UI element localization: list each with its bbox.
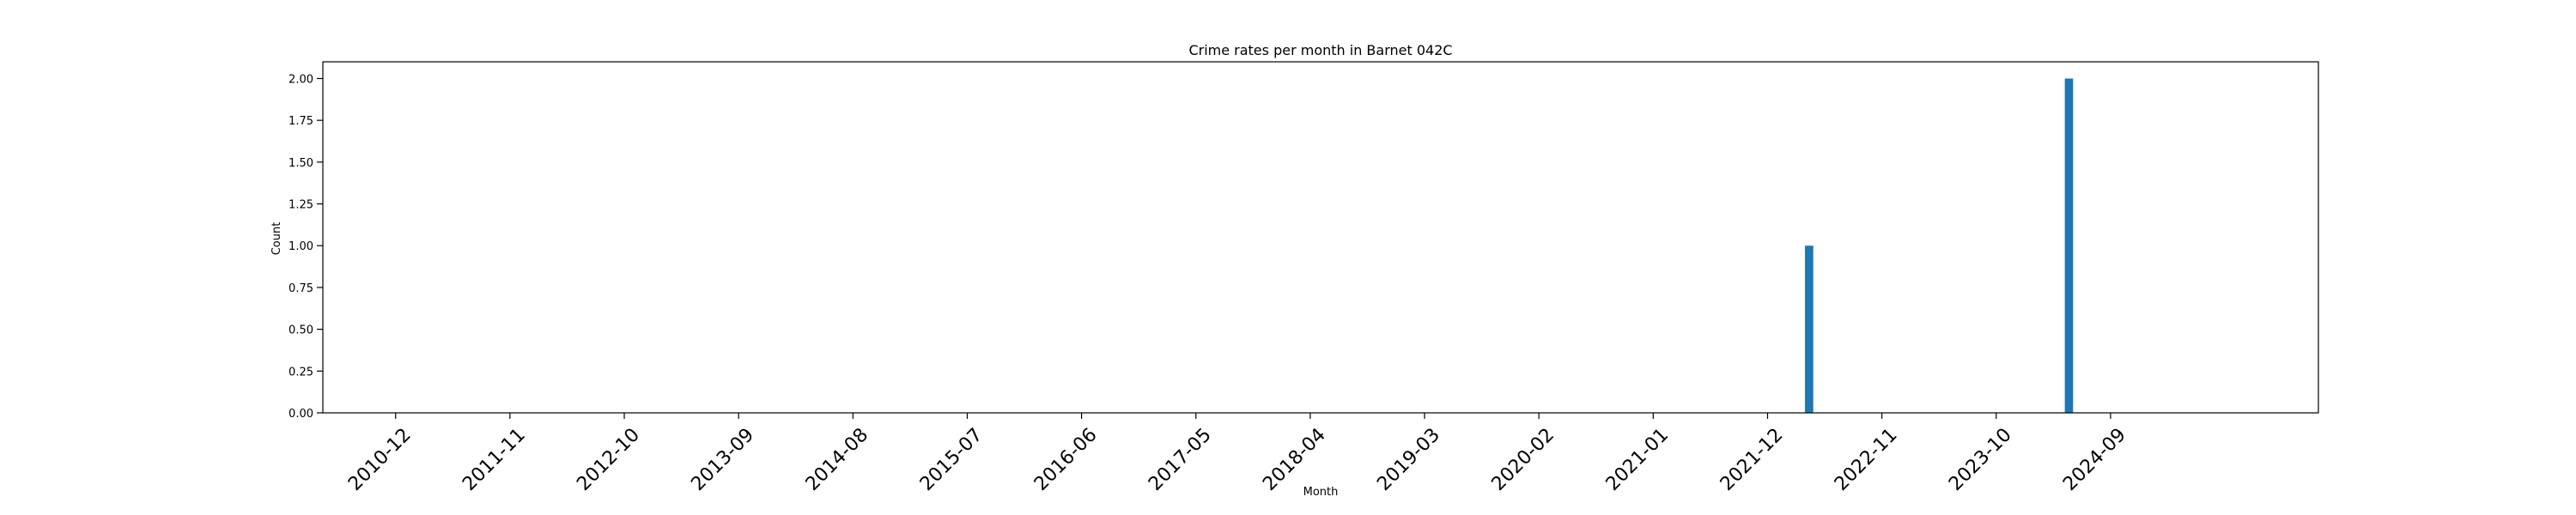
y-tick-label: 1.00 xyxy=(289,240,313,253)
x-tick-label: 2020-02 xyxy=(1488,424,1559,495)
bar-2022-04 xyxy=(1805,245,1814,413)
x-tick-label: 2014-08 xyxy=(802,424,873,495)
x-tick-label: 2022-11 xyxy=(1831,424,1902,495)
x-tick-label: 2018-04 xyxy=(1259,424,1330,495)
x-tick-label: 2011-11 xyxy=(459,424,530,495)
x-tick-label: 2016-06 xyxy=(1030,424,1102,495)
x-tick-label: 2024-09 xyxy=(2059,424,2130,495)
x-tick-label: 2019-03 xyxy=(1373,424,1444,495)
plot-frame xyxy=(322,61,2319,414)
y-tick-label: 2.00 xyxy=(289,73,313,86)
x-axis-label: Month xyxy=(1303,486,1339,499)
y-tick-label: 0.50 xyxy=(289,324,313,337)
y-tick-label: 0.75 xyxy=(289,282,313,295)
x-tick-label: 2021-01 xyxy=(1602,424,1674,495)
x-tick-label: 2010-12 xyxy=(344,424,416,495)
x-tick-label: 2013-09 xyxy=(687,424,758,495)
y-tick-label: 1.50 xyxy=(289,157,313,170)
x-tick-label: 2023-10 xyxy=(1945,424,2016,495)
x-tick-label: 2015-07 xyxy=(916,424,987,495)
y-tick-label: 0.25 xyxy=(289,366,313,379)
y-tick-label: 1.75 xyxy=(289,115,313,128)
bar-2024-05 xyxy=(2064,78,2074,413)
x-tick-label: 2017-05 xyxy=(1145,424,1216,495)
bars-group xyxy=(1805,78,2074,413)
chart-title: Crime rates per month in Barnet 042C xyxy=(1188,42,1452,58)
y-tick-label: 0.00 xyxy=(289,408,313,421)
y-axis-label: Count xyxy=(270,222,283,256)
x-tick-label: 2012-10 xyxy=(573,424,644,495)
y-tick-label: 1.25 xyxy=(289,199,313,212)
y-axis: 0.00 0.25 0.50 0.75 1.00 1.25 1.50 1.75 2.00 xyxy=(289,73,323,421)
x-tick-label: 2021-12 xyxy=(1716,424,1788,495)
x-axis: 2010-12 2011-11 2012-10 2013-09 2014-08 2015-… xyxy=(344,413,2130,495)
